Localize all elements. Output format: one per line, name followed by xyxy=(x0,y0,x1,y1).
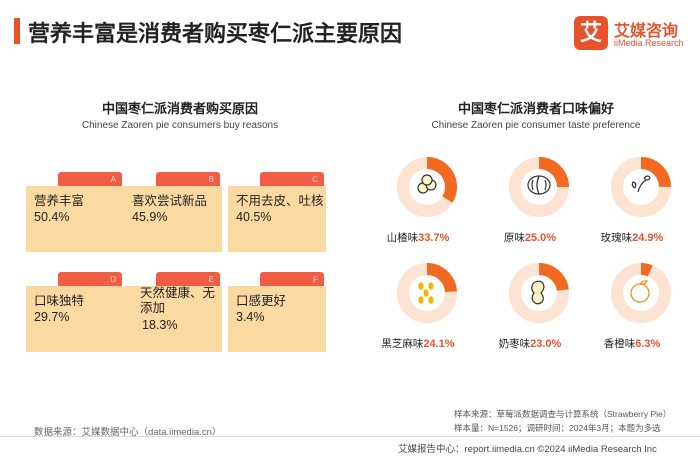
taste-ring xyxy=(509,157,569,217)
taste-ring xyxy=(397,263,457,323)
taste-ring-value-arc xyxy=(611,263,671,323)
hawthorn-icon xyxy=(417,174,437,194)
taste-item: 山楂味33.7% xyxy=(358,150,478,250)
logo-english-name: iiMedia Research xyxy=(614,38,684,48)
reason-name: 口味独特 xyxy=(34,294,85,308)
reason-card-a: A 营养丰富 50.4% xyxy=(26,172,124,254)
reason-card-body xyxy=(26,286,124,352)
reason-card-e: E 天然健康、无添加 18.3% xyxy=(124,272,222,354)
taste-item: 黑芝麻味24.1% xyxy=(358,256,478,356)
logo-chinese-name: 艾媒咨询 xyxy=(614,23,679,40)
taste-ring xyxy=(611,263,671,323)
walnut-icon xyxy=(527,175,551,195)
reason-card-body xyxy=(228,186,326,252)
sample-info: 样本量：N=1526；调研时间：2024年3月；本题为多选 xyxy=(454,423,661,433)
taste-label: 奶枣味23.0% xyxy=(470,336,590,351)
reason-letter: A xyxy=(110,175,116,184)
taste-value: 23.0% xyxy=(530,338,562,350)
sample-source: 样本来源：草莓派数据调查与计算系统（Strawberry Pie） xyxy=(454,409,672,419)
reason-card-b: B 喜欢尝试新品 45.9% xyxy=(124,172,222,254)
taste-ring-value-arc xyxy=(509,263,569,323)
taste-ring xyxy=(509,263,569,323)
reason-card-d: D 口味独特 29.7% xyxy=(26,272,124,354)
taste-name: 原味 xyxy=(503,232,525,244)
reason-card-body xyxy=(124,286,222,352)
reason-name: 营养丰富 xyxy=(34,194,85,208)
reason-card-c: C 不用去皮、吐核 40.5% xyxy=(228,172,326,254)
taste-item: 奶枣味23.0% xyxy=(470,256,590,356)
reason-value: 3.4% xyxy=(236,310,265,324)
reasons-title: 中国枣仁派消费者购买原因 xyxy=(101,101,258,116)
reason-value: 18.3% xyxy=(142,318,178,332)
taste-item: 香橙味6.3% xyxy=(572,256,692,356)
taste-ring-value-arc xyxy=(611,157,671,217)
reason-value: 29.7% xyxy=(34,310,70,324)
page-title: 营养丰富是消费者购买枣仁派主要原因 xyxy=(28,21,403,46)
taste-ring-value-arc xyxy=(397,263,457,323)
taste-name: 玫瑰味 xyxy=(600,232,633,244)
reason-name: 不用去皮、吐核 xyxy=(236,194,324,208)
reason-name: 喜欢尝试新品 xyxy=(132,194,208,208)
taste-name: 黑芝麻味 xyxy=(381,338,424,350)
footer: 艾媒报告中心：report.iimedia.cn ©2024 iiMedia R… xyxy=(0,436,700,456)
reason-card-body xyxy=(124,186,222,252)
taste-name: 香橙味 xyxy=(603,338,636,350)
taste-label: 香橙味6.3% xyxy=(572,336,692,351)
taste-item: 玫瑰味24.9% xyxy=(572,150,692,250)
peanut-icon xyxy=(531,280,545,305)
logo-mark: 艾 xyxy=(574,16,608,50)
taste-name: 山楂味 xyxy=(386,232,419,244)
taste-ring xyxy=(611,157,671,217)
reason-letter: B xyxy=(208,175,214,184)
taste-name: 奶枣味 xyxy=(498,338,531,350)
taste-label: 原味25.0% xyxy=(470,230,590,245)
reason-name: 口感更好 xyxy=(236,294,287,308)
reason-value: 40.5% xyxy=(236,210,272,224)
reason-card-body xyxy=(228,286,326,352)
taste-value: 6.3% xyxy=(635,338,661,350)
taste-value: 25.0% xyxy=(524,232,557,244)
taste-label: 玫瑰味24.9% xyxy=(572,230,692,245)
iimedia-logo: 艾 艾媒咨询 iiMedia Research xyxy=(574,14,690,54)
taste-label: 山楂味33.7% xyxy=(358,230,478,245)
reason-name: 天然健康、无添加 xyxy=(140,286,216,315)
reason-card-body xyxy=(26,186,124,252)
footer-copyright: 艾媒报告中心：report.iimedia.cn ©2024 iiMedia R… xyxy=(398,444,657,455)
taste-ring-value-arc xyxy=(397,157,457,217)
data-source: 数据来源：艾媒数据中心（data.iimedia.cn） xyxy=(34,427,222,438)
rose-icon xyxy=(631,175,651,193)
reason-value: 50.4% xyxy=(34,210,70,224)
reason-letter: D xyxy=(110,275,116,284)
taste-value: 24.9% xyxy=(632,232,664,244)
title-accent-bar xyxy=(14,18,20,44)
reason-card-f: F 口感更好 3.4% xyxy=(228,272,326,354)
reason-letter: C xyxy=(312,175,318,184)
taste-label: 黑芝麻味24.1% xyxy=(358,336,478,351)
taste-subtitle: Chinese Zaoren pie consumer taste prefer… xyxy=(431,120,641,131)
taste-value: 33.7% xyxy=(418,232,450,244)
reason-letter: F xyxy=(313,275,318,284)
reason-value: 45.9% xyxy=(132,210,168,224)
taste-ring xyxy=(397,157,457,217)
taste-title: 中国枣仁派消费者口味偏好 xyxy=(457,101,614,116)
taste-ring-value-arc xyxy=(509,157,569,217)
taste-item: 原味25.0% xyxy=(470,150,590,250)
reason-letter: E xyxy=(208,275,214,284)
taste-value: 24.1% xyxy=(423,338,455,350)
sesame-icon xyxy=(418,282,434,304)
orange-icon xyxy=(630,280,650,303)
reasons-subtitle: Chinese Zaoren pie consumers buy reasons xyxy=(81,120,279,131)
